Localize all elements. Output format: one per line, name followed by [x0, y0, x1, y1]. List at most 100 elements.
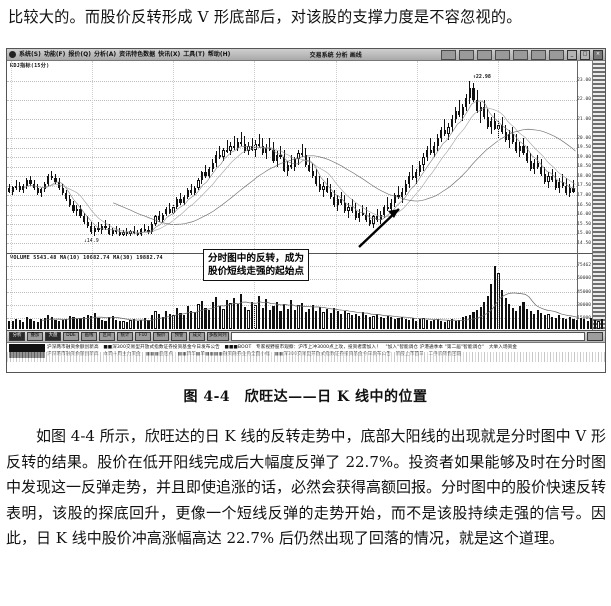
volume-bar	[525, 308, 529, 329]
menu-item-1[interactable]: 功能(F)	[43, 51, 66, 58]
volume-bar	[50, 316, 54, 329]
volume-bar	[500, 290, 504, 329]
volume-bar	[25, 316, 29, 329]
volume-bar	[97, 318, 100, 329]
volume-bar	[325, 309, 329, 329]
volume-bar	[86, 314, 89, 329]
menu-item-7[interactable]: 帮助(H)	[207, 51, 231, 58]
menu-item-2[interactable]: 报价(Q)	[68, 51, 91, 58]
toolbar-button-0[interactable]	[441, 49, 456, 60]
volume-scroll-strip[interactable]	[592, 253, 605, 333]
status-button-0[interactable]: 分析	[9, 332, 25, 341]
price-gridline	[7, 243, 577, 245]
terminal-window-title: 交易系统 分析 画线	[309, 52, 362, 59]
price-axis-tick: 19.50	[577, 145, 591, 151]
volume-bar	[100, 319, 104, 329]
volume-bar	[533, 313, 536, 329]
volume-bar	[572, 318, 575, 329]
volume-bar	[418, 319, 422, 329]
maximize-button[interactable]: □	[580, 49, 590, 60]
volume-bar	[311, 304, 314, 329]
volume-bar	[493, 266, 497, 329]
command-input[interactable]	[230, 332, 585, 341]
volume-bar	[11, 321, 14, 329]
toolbar-button-2[interactable]	[477, 49, 492, 60]
volume-bar	[47, 314, 50, 329]
menu-item-6[interactable]: 工具(T)	[183, 51, 205, 58]
toolbar-button-1[interactable]	[459, 49, 474, 60]
status-button-row: 分析 叠加 大盘 DDE 画线 区间 统计 F10 报价 预警 成交 多股同列	[7, 331, 605, 343]
price-gridline	[7, 233, 577, 235]
volume-bar	[518, 306, 522, 329]
status-button-3[interactable]: DDE	[63, 332, 79, 341]
status-button-1[interactable]: 叠加	[27, 332, 43, 341]
status-button-5[interactable]: 区间	[99, 332, 115, 341]
volume-bar	[568, 317, 572, 329]
volume-bar	[593, 319, 597, 329]
kline-pane[interactable]: KDJ指标(15分) 23.00 22.00 21.00 20.00 19.50 19.0…	[7, 61, 605, 253]
chart-canvas[interactable]: KDJ指标(15分) 23.00 22.00 21.00 20.00 19.50 19.0…	[7, 61, 605, 372]
volume-bar	[68, 316, 71, 329]
volume-bar	[272, 306, 275, 329]
volume-bar	[511, 307, 514, 329]
volume-bar	[233, 297, 236, 329]
volume-bar	[354, 313, 357, 329]
volume-bar	[122, 320, 125, 329]
volume-bar	[347, 312, 350, 329]
status-button-10[interactable]: 成交	[189, 332, 205, 341]
menu-item-5[interactable]: 快讯(X)	[158, 51, 181, 58]
status-button-9[interactable]: 预警	[171, 332, 187, 341]
toolbar-button-3[interactable]	[495, 49, 510, 60]
volume-bar	[247, 309, 250, 329]
volume-bar	[168, 313, 171, 329]
volume-bar	[118, 321, 121, 329]
menu-item-3[interactable]: 分析(A)	[94, 51, 117, 58]
volume-bar	[236, 304, 239, 329]
volume-bar	[140, 319, 143, 329]
menu-item-4[interactable]: 资讯特色数据	[119, 51, 156, 58]
volume-bar	[193, 312, 196, 329]
volume-bar	[75, 319, 79, 329]
toolbar-button-6[interactable]	[549, 49, 564, 60]
ticker-line-1[interactable]: 沪深两市融资余额创新高 ■■深300交易型开放式指数证券投资基金今日发布公告 ■…	[47, 345, 518, 350]
date-gridline	[254, 61, 256, 333]
volume-bar	[58, 321, 61, 329]
date-gridline	[11, 61, 12, 333]
volume-bar	[179, 312, 182, 329]
volume-bar	[472, 311, 475, 329]
volume-bar	[550, 316, 554, 329]
terminal-bottom-bar: 分析 叠加 大盘 DDE 画线 区间 统计 F10 报价 预警 成交 多股同列 …	[7, 330, 605, 372]
close-button[interactable]: ×	[593, 49, 603, 60]
status-button-6[interactable]: 统计	[117, 332, 133, 341]
minimize-button[interactable]: _	[567, 49, 577, 60]
ticker-noise-band	[7, 352, 605, 362]
status-button-extra[interactable]	[587, 332, 603, 341]
volume-bar	[508, 303, 511, 329]
volume-bar	[143, 318, 146, 329]
volume-bar	[204, 307, 207, 329]
toolbar-button-4[interactable]	[513, 49, 528, 60]
volume-bar	[250, 301, 254, 329]
top-paragraph: 比较大的。而股价反转形成 V 形底部后，对该股的支撑力度是不容忽视的。	[8, 8, 522, 26]
volume-bar	[90, 315, 93, 329]
price-axis-tick: 17.00	[577, 193, 591, 198]
price-axis-tick: 20.00	[577, 135, 591, 141]
volume-bar	[265, 298, 268, 329]
volume-axis	[577, 253, 605, 333]
volume-bar	[147, 320, 150, 329]
volume-bar	[411, 318, 414, 329]
menu-item-0[interactable]: 系统(S)	[19, 51, 41, 58]
volume-bar	[115, 320, 118, 329]
volume-bar	[175, 308, 179, 329]
volume-bar	[300, 302, 304, 329]
body-paragraph-block: 如图 4-4 所示，欣旺达的日 K 线的反转走势中，底部大阳线的出现就是分时图中…	[6, 424, 606, 552]
status-button-11[interactable]: 多股同列	[207, 332, 229, 341]
status-button-7[interactable]: F10	[135, 332, 151, 341]
date-gridline	[173, 61, 175, 333]
volume-bar	[547, 314, 550, 329]
status-button-2[interactable]: 大盘	[45, 332, 61, 341]
toolbar-button-5[interactable]	[531, 49, 546, 60]
status-button-4[interactable]: 画线	[81, 332, 97, 341]
status-button-8[interactable]: 报价	[153, 332, 169, 341]
price-scroll-strip[interactable]	[592, 61, 605, 253]
